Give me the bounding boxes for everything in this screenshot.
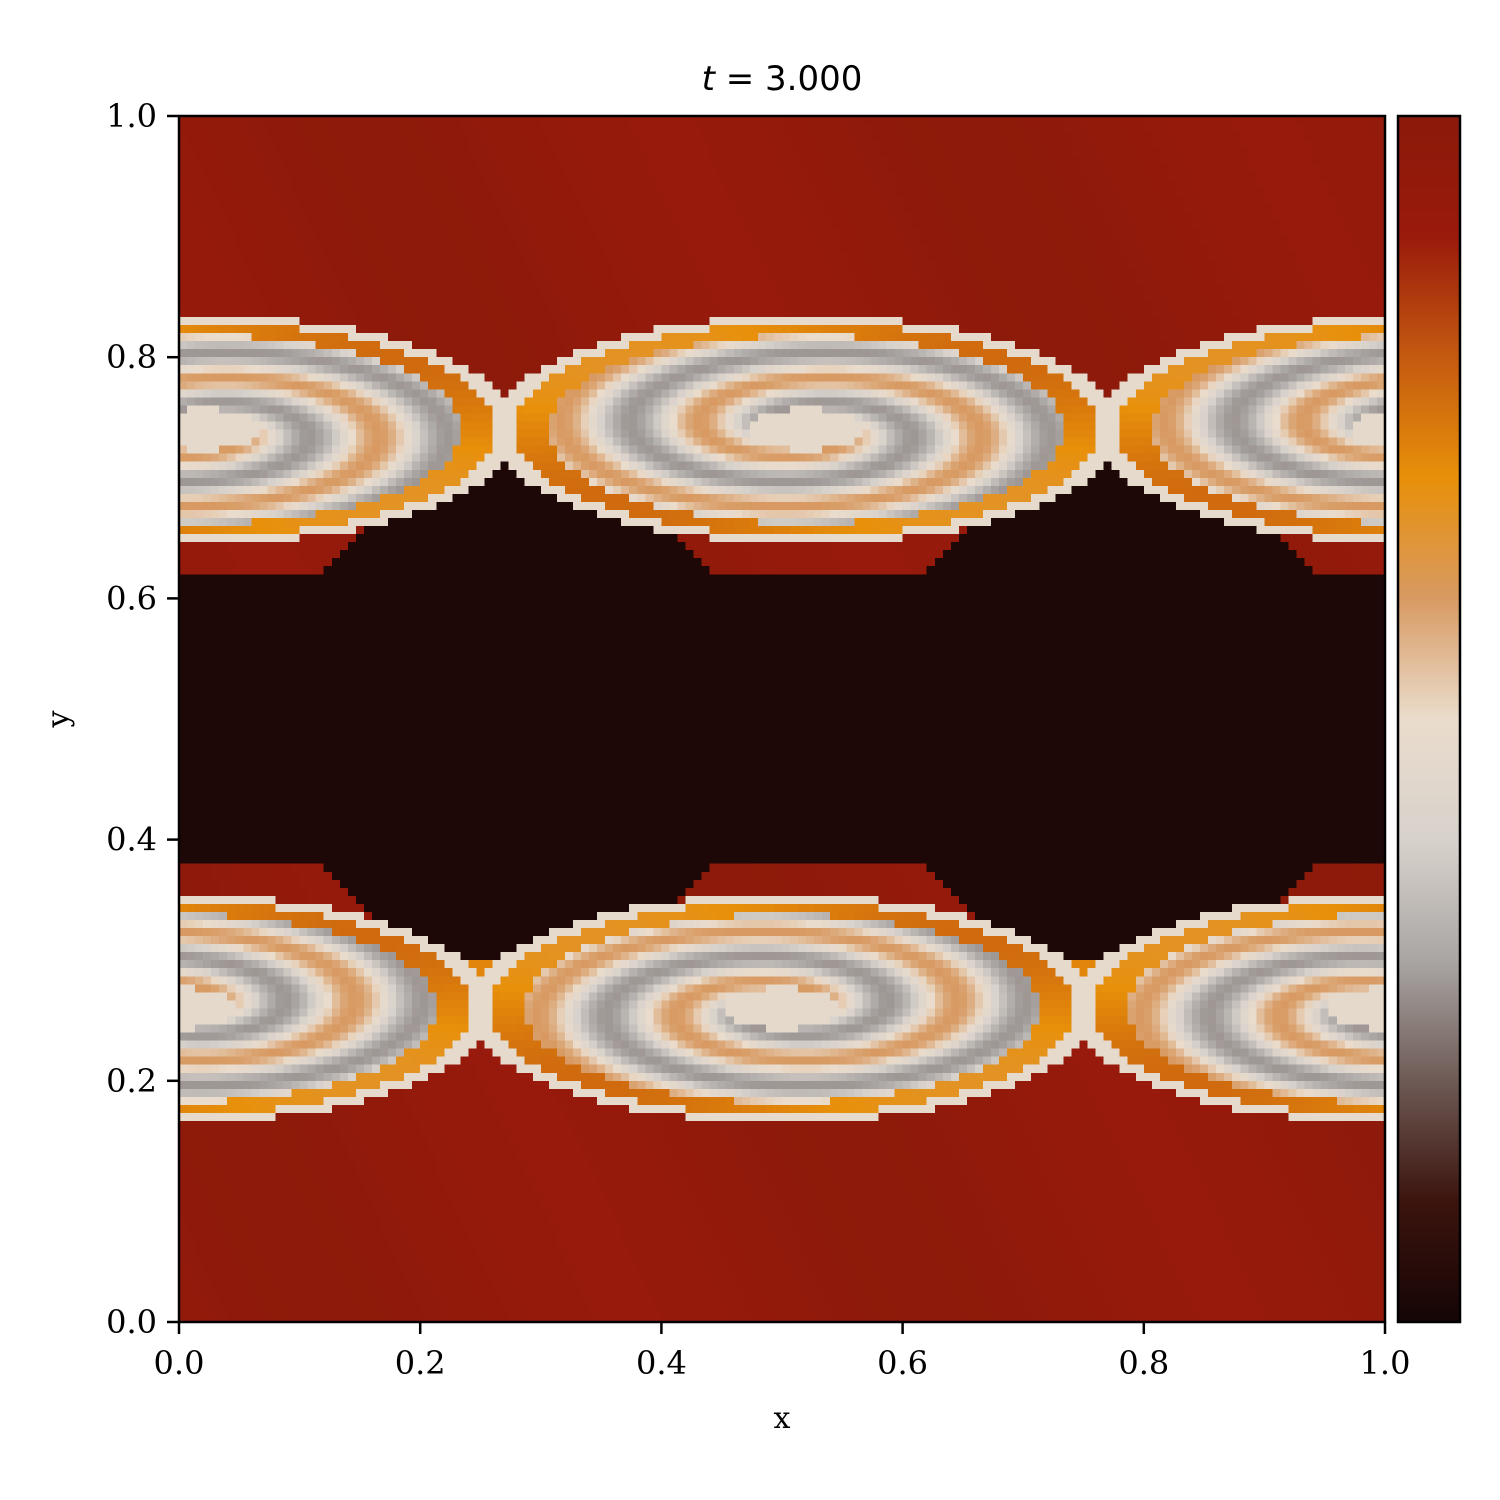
y-axis-label: y <box>41 710 76 728</box>
x-tick-label: 0.8 <box>1118 1344 1169 1382</box>
x-tick-label: 0.6 <box>877 1344 928 1382</box>
y-axis: 0.0 0.2 0.4 0.6 0.8 1.0 <box>106 97 179 1341</box>
chart-title: t = 3.000 <box>702 59 863 99</box>
heatmap-area <box>179 116 1385 1322</box>
x-axis: 0.0 0.2 0.4 0.6 0.8 1.0 <box>154 1322 1411 1382</box>
x-tick-label: 0.0 <box>154 1344 205 1382</box>
y-tick-label: 0.6 <box>106 579 157 617</box>
colorbar <box>1396 114 1462 1324</box>
y-tick-label: 1.0 <box>106 97 157 135</box>
y-tick-label: 0.2 <box>106 1062 157 1100</box>
title-equals: = <box>715 59 765 99</box>
x-axis-label: x <box>774 1401 791 1436</box>
y-tick-label: 0.0 <box>106 1303 157 1341</box>
title-value: 3.000 <box>765 59 862 99</box>
title-variable: t <box>702 59 717 99</box>
x-tick-label: 0.2 <box>395 1344 446 1382</box>
x-tick-label: 0.4 <box>636 1344 687 1382</box>
y-tick-label: 0.4 <box>106 821 157 859</box>
plot-frame <box>177 114 1387 1324</box>
y-tick-label: 0.8 <box>106 338 157 376</box>
x-tick-label: 1.0 <box>1360 1344 1411 1382</box>
heatmap-image <box>179 116 1385 1322</box>
